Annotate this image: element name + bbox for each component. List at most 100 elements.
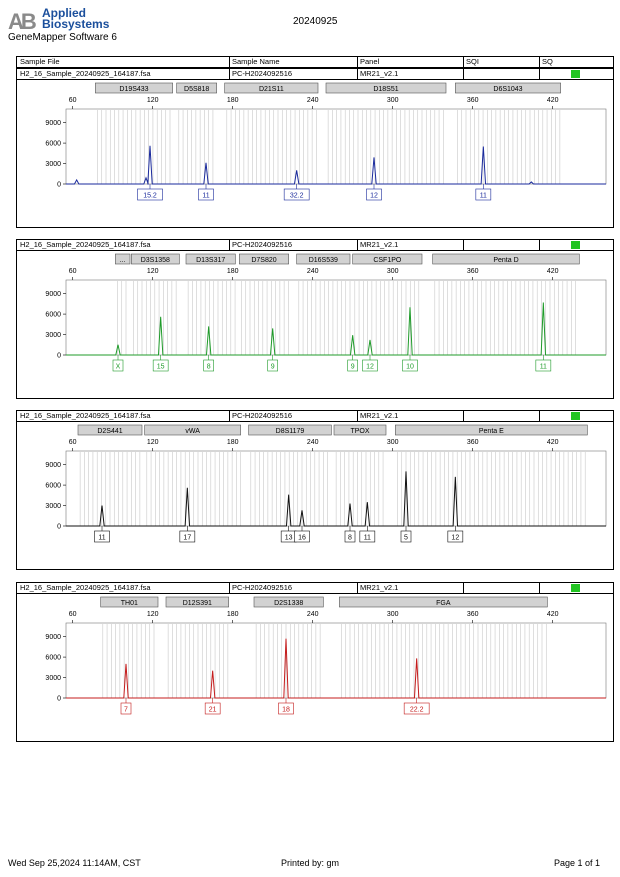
- marker-1: D5S818: [176, 82, 217, 94]
- electropherogram-panel-1: H2_16_Sample_20240925_164187.fsa PC-H202…: [16, 68, 614, 228]
- allele-box: [198, 188, 214, 201]
- marker-label: D3S1358: [141, 257, 170, 264]
- allele-box: [112, 359, 124, 372]
- allele-label: 22.2: [410, 707, 424, 714]
- marker-label: CSF1PO: [373, 257, 402, 264]
- y-tick-label: 3000: [45, 675, 61, 682]
- marker-label: D19S433: [119, 86, 148, 93]
- allele-box: [344, 530, 356, 543]
- marker-label: D13S317: [196, 257, 225, 264]
- allele-call: 10: [402, 355, 418, 372]
- electropherogram-panel-4: H2_16_Sample_20240925_164187.fsa PC-H202…: [16, 582, 614, 742]
- x-tick-label: 60: [69, 268, 77, 275]
- allele-call: 11: [359, 526, 376, 543]
- marker-2: D2S1338: [253, 596, 324, 608]
- y-tick-label: 9000: [45, 120, 61, 127]
- allele-label: 11: [364, 535, 371, 542]
- y-tick-label: 0: [57, 696, 61, 703]
- allele-call: 12: [447, 526, 464, 543]
- marker-3: FGA: [339, 596, 548, 608]
- allele-box: [283, 188, 310, 201]
- bin-lines: [117, 281, 576, 355]
- x-tick-label: 240: [307, 611, 319, 618]
- allele-box: [179, 530, 196, 543]
- allele-call: 12: [366, 184, 382, 201]
- logo-text: Applied Biosystems: [42, 7, 110, 31]
- allele-call: 11: [475, 184, 492, 201]
- allele-call: 8: [344, 526, 356, 543]
- marker-label: TPOX: [350, 428, 369, 435]
- sq-status-indicator: [571, 70, 580, 78]
- report-date: 20240925: [293, 16, 338, 27]
- marker-4: D16S539: [296, 253, 351, 265]
- x-tick-label: 120: [147, 97, 159, 104]
- x-tick-label: 360: [467, 611, 479, 618]
- col-sample-name: Sample Name: [232, 57, 280, 66]
- allele-label: 21: [209, 707, 217, 714]
- sample-name: PC-H2024092516: [232, 583, 293, 592]
- allele-call: 7: [120, 698, 132, 715]
- allele-box: [120, 702, 132, 715]
- allele-box: [403, 702, 430, 715]
- allele-box: [366, 188, 382, 201]
- marker-label: D2S441: [97, 428, 122, 435]
- y-tick-label: 6000: [45, 312, 61, 319]
- logo-line2: Biosystems: [42, 17, 110, 31]
- marker-2: D8S1179: [248, 424, 332, 436]
- sample-name: PC-H2024092516: [232, 240, 293, 249]
- allele-box: [400, 530, 412, 543]
- logo-mark: AB: [8, 9, 37, 34]
- allele-box: [204, 702, 221, 715]
- x-tick-label: 180: [227, 97, 239, 104]
- x-tick-label: 420: [547, 268, 559, 275]
- allele-box: [152, 359, 169, 372]
- printed-time: Wed Sep 25,2024 11:14AM, CST: [8, 858, 141, 868]
- y-tick-label: 3000: [45, 332, 61, 339]
- marker-bar: [144, 424, 241, 436]
- marker-bar: [176, 82, 217, 94]
- allele-box: [347, 359, 358, 372]
- sample-row: H2_16_Sample_20240925_164187.fsa PC-H202…: [17, 583, 613, 594]
- allele-label: 32.2: [290, 193, 304, 200]
- electropherogram-panel-2: H2_16_Sample_20240925_164187.fsa PC-H202…: [16, 239, 614, 399]
- panel-3-chart: D2S441 vWA D8S1179 TPOX Penta E60 120 180 240 30…: [45, 424, 607, 543]
- marker-label: Penta D: [493, 257, 518, 264]
- y-tick-label: 0: [57, 524, 61, 531]
- x-tick-label: 120: [147, 268, 159, 275]
- x-tick-label: 240: [307, 439, 319, 446]
- allele-label: 11: [480, 193, 487, 200]
- marker-label: D2S1338: [274, 600, 303, 607]
- allele-label: 11: [202, 193, 209, 200]
- marker-5: CSF1PO: [352, 253, 423, 265]
- marker-bar: [325, 82, 447, 94]
- panel-name: MR21_v2.1: [360, 411, 399, 420]
- marker-3: D7S820: [239, 253, 289, 265]
- x-tick-label: 360: [467, 97, 479, 104]
- sample-name: PC-H2024092516: [232, 411, 293, 420]
- allele-label: 17: [183, 535, 191, 542]
- sample-file: H2_16_Sample_20240925_164187.fsa: [20, 69, 151, 78]
- electropherogram-panel-3: H2_16_Sample_20240925_164187.fsa PC-H202…: [16, 410, 614, 570]
- y-tick-label: 6000: [45, 483, 61, 490]
- sample-file: H2_16_Sample_20240925_164187.fsa: [20, 583, 151, 592]
- marker-label: D18S51: [373, 86, 398, 93]
- x-tick-label: 300: [387, 439, 399, 446]
- x-tick-label: 360: [467, 268, 479, 275]
- marker-label: D6S1043: [493, 86, 522, 93]
- allele-call: 9: [267, 355, 278, 372]
- y-tick-label: 0: [57, 353, 61, 360]
- marker-3: D18S51: [325, 82, 447, 94]
- allele-label: 12: [451, 535, 459, 542]
- allele-box: [535, 359, 552, 372]
- allele-label: 8: [207, 364, 211, 371]
- allele-box: [267, 359, 278, 372]
- allele-call: 11: [94, 526, 110, 543]
- y-tick-label: 9000: [45, 462, 61, 469]
- marker-label: D12S391: [183, 600, 212, 607]
- plot-frame: [65, 622, 607, 699]
- x-tick-label: 360: [467, 439, 479, 446]
- marker-bar: [248, 424, 332, 436]
- marker-1: D3S1358: [131, 253, 180, 265]
- x-tick-label: 60: [69, 611, 77, 618]
